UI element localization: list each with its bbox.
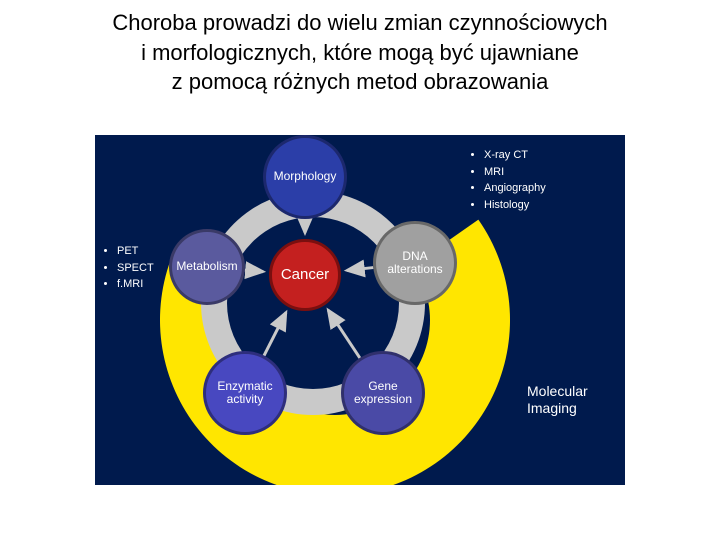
list-item: PET xyxy=(117,243,154,260)
metabolism-label: Metabolism xyxy=(176,260,237,273)
dna-node: DNAalterations xyxy=(373,221,457,305)
list-item: Histology xyxy=(484,197,546,214)
cancer-label: Cancer xyxy=(281,267,329,284)
molecular-imaging-label: MolecularImaging xyxy=(527,383,588,417)
enzymatic-node: Enzymaticactivity xyxy=(203,351,287,435)
enzymatic-label: Enzymaticactivity xyxy=(217,380,272,406)
title-line-1: Choroba prowadzi do wielu zmian czynnośc… xyxy=(30,8,690,38)
morphology-label: Morphology xyxy=(274,170,337,183)
gene-node: Geneexpression xyxy=(341,351,425,435)
list-item: f.MRI xyxy=(117,276,154,293)
morphology-node: Morphology xyxy=(263,135,347,219)
cancer-node: Cancer xyxy=(269,239,341,311)
metabolism-node: Metabolism xyxy=(169,229,245,305)
list-item: X-ray CT xyxy=(484,147,546,164)
metabolism-methods-list: PET SPECT f.MRI xyxy=(103,243,154,293)
gene-label: Geneexpression xyxy=(354,380,412,406)
title-line-3: z pomocą różnych metod obrazowania xyxy=(30,67,690,97)
diagram-panel: Cancer Morphology Metabolism DNAalterati… xyxy=(95,135,625,485)
dna-label: DNAalterations xyxy=(387,250,442,276)
morphology-methods-list: X-ray CT MRI Angiography Histology xyxy=(470,147,546,213)
list-item: Angiography xyxy=(484,180,546,197)
title-line-2: i morfologicznych, które mogą być ujawni… xyxy=(30,38,690,68)
list-item: SPECT xyxy=(117,260,154,277)
list-item: MRI xyxy=(484,164,546,181)
page-title: Choroba prowadzi do wielu zmian czynnośc… xyxy=(0,0,720,97)
